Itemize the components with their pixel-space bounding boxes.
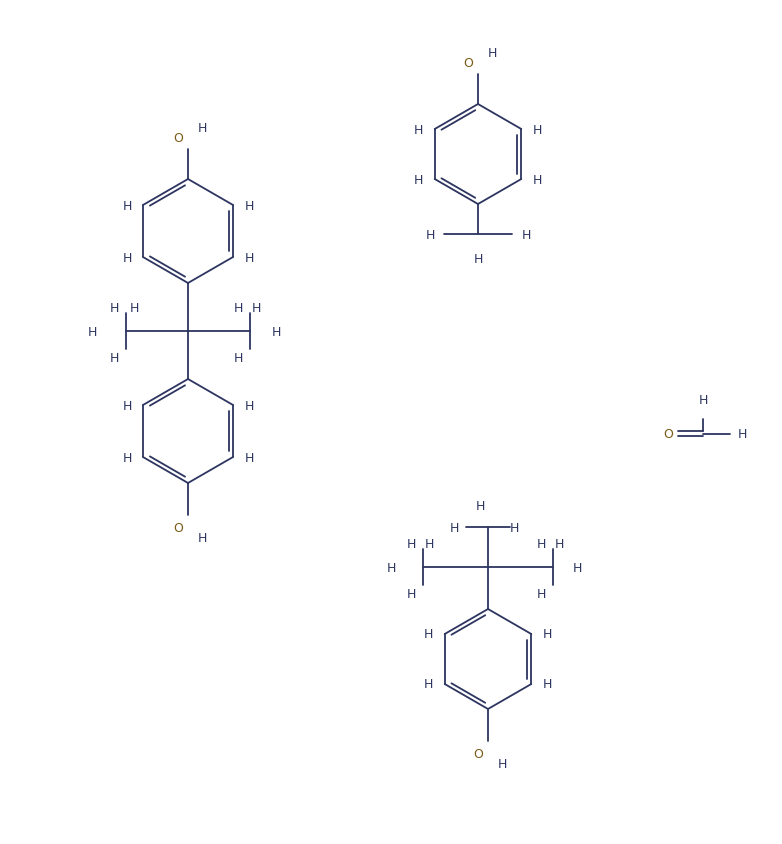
Text: H: H	[424, 678, 433, 690]
Text: H: H	[244, 252, 253, 264]
Text: H: H	[450, 521, 459, 534]
Text: H: H	[109, 301, 119, 314]
Text: H: H	[197, 532, 206, 545]
Text: H: H	[407, 587, 416, 600]
Text: H: H	[543, 678, 552, 690]
Text: H: H	[533, 123, 542, 137]
Text: H: H	[197, 122, 206, 134]
Text: H: H	[487, 46, 497, 59]
Text: H: H	[698, 393, 708, 406]
Text: H: H	[475, 499, 485, 512]
Text: O: O	[463, 57, 473, 69]
Text: O: O	[173, 132, 183, 144]
Text: O: O	[473, 747, 483, 760]
Text: H: H	[533, 173, 542, 187]
Text: H: H	[122, 252, 131, 264]
Text: H: H	[414, 123, 423, 137]
Text: H: H	[425, 537, 434, 549]
Text: H: H	[425, 228, 435, 241]
Text: H: H	[536, 537, 546, 549]
Text: O: O	[663, 427, 673, 440]
Text: H: H	[407, 537, 416, 549]
Text: H: H	[473, 252, 482, 265]
Text: H: H	[543, 628, 552, 641]
Text: H: H	[572, 560, 582, 574]
Text: H: H	[522, 228, 531, 241]
Text: H: H	[497, 756, 507, 770]
Text: H: H	[122, 199, 131, 212]
Text: H: H	[244, 399, 253, 412]
Text: H: H	[244, 451, 253, 464]
Text: H: H	[233, 351, 242, 364]
Text: O: O	[173, 521, 183, 534]
Text: H: H	[129, 301, 138, 314]
Text: H: H	[737, 427, 747, 440]
Text: H: H	[554, 537, 564, 549]
Text: H: H	[536, 587, 546, 600]
Text: H: H	[122, 451, 131, 464]
Text: H: H	[244, 199, 253, 212]
Text: H: H	[251, 301, 260, 314]
Text: H: H	[271, 325, 281, 338]
Text: H: H	[122, 399, 131, 412]
Text: H: H	[109, 351, 119, 364]
Text: H: H	[414, 173, 423, 187]
Text: H: H	[424, 628, 433, 641]
Text: H: H	[88, 325, 97, 338]
Text: H: H	[509, 521, 518, 534]
Text: H: H	[233, 301, 242, 314]
Text: H: H	[386, 560, 396, 574]
